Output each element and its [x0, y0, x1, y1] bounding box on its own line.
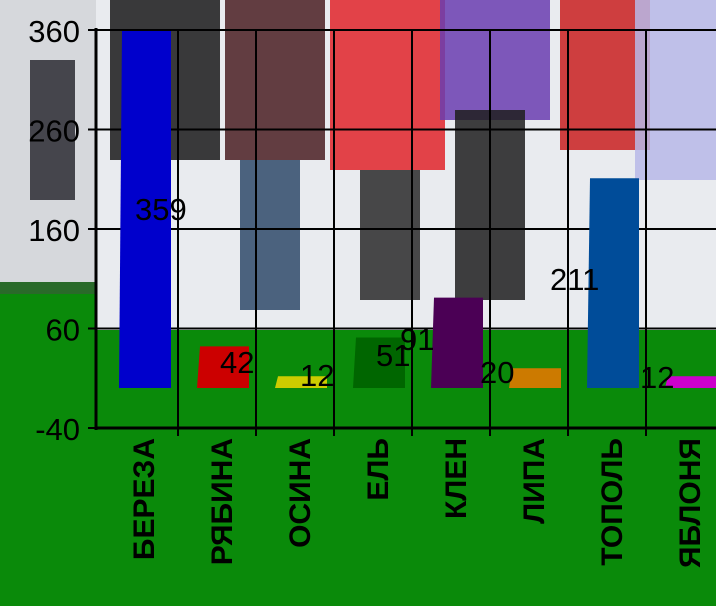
bar-5 [431, 297, 483, 388]
x-category-label: ЛИПА [518, 438, 551, 524]
bar-2 [197, 346, 249, 388]
bar-7 [587, 178, 639, 388]
data-label: 91 [400, 322, 434, 357]
chart-bars [119, 30, 716, 389]
data-label: 211 [550, 262, 599, 297]
photo-edge [0, 282, 96, 294]
y-tick-label: 60 [46, 313, 80, 348]
photo-figure [635, 0, 716, 180]
y-tick-label: 260 [28, 114, 80, 149]
photo-figure [240, 160, 300, 310]
bar-1 [119, 30, 171, 389]
data-label: 51 [376, 338, 410, 373]
bar-8 [665, 376, 716, 388]
x-category-label: ЕЛЬ [362, 438, 395, 501]
data-label: 12 [640, 360, 674, 395]
y-tick-label: 360 [28, 14, 80, 49]
data-label: 20 [480, 355, 514, 390]
y-tick-label: -40 [35, 412, 80, 447]
photo-figure [440, 0, 550, 120]
photo-figure [225, 0, 325, 160]
bar-4 [353, 337, 405, 388]
photo-figure [330, 0, 445, 170]
data-label: 12 [300, 358, 334, 393]
x-category-label: ЯБЛОНЯ [674, 438, 707, 568]
background-photo [0, 0, 716, 330]
x-category-label: ТОПОЛЬ [596, 438, 629, 566]
y-tick-label: 160 [28, 213, 80, 248]
x-category-label: КЛЕН [440, 438, 473, 519]
data-label: 42 [220, 345, 254, 380]
data-label: 359 [135, 192, 187, 227]
x-category-label: БЕРЕЗА [128, 438, 161, 560]
chart-labels: 360 260 160 60 -40 БЕРЕЗА РЯБИНА ОСИНА ЕЛЬ КЛЕН ЛИ… [28, 14, 707, 568]
bar-6 [509, 368, 561, 388]
x-category-label: ОСИНА [284, 438, 317, 548]
x-category-label: РЯБИНА [206, 438, 239, 565]
chart-axes [88, 28, 716, 436]
photo-figure [30, 60, 75, 200]
bar-3 [275, 376, 327, 388]
photo-figure [360, 170, 420, 300]
chart-grid [96, 29, 716, 429]
